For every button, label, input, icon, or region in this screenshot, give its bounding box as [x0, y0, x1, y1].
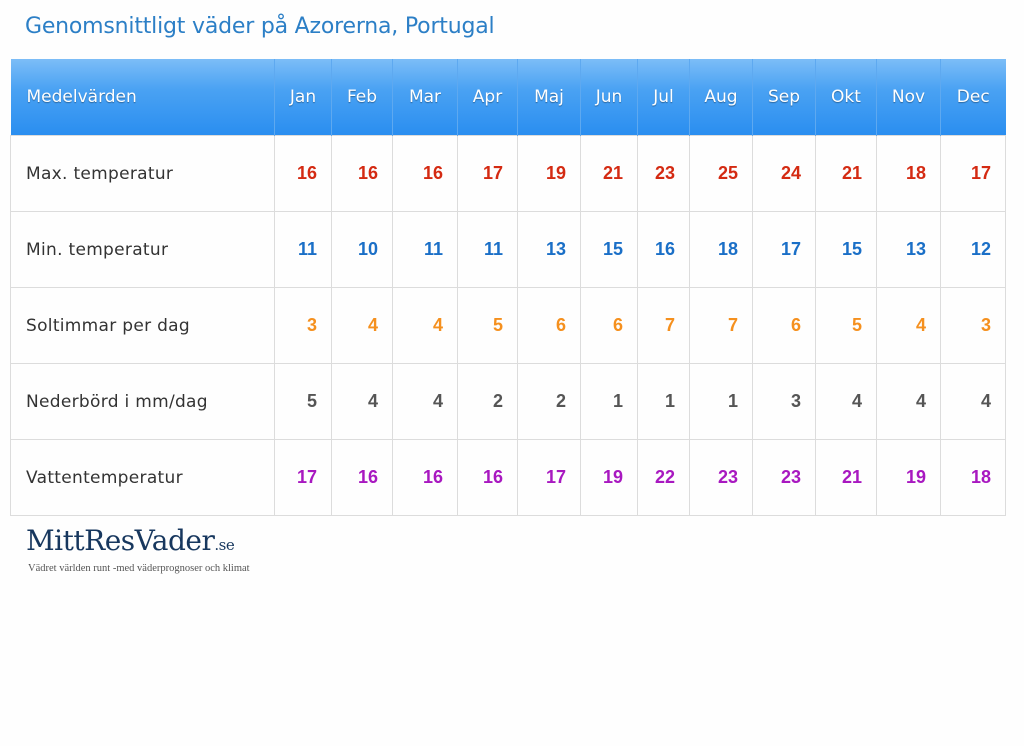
table-cell: 6 — [517, 287, 581, 364]
month-header: Nov — [876, 59, 941, 136]
table-cell: 16 — [331, 135, 393, 212]
month-header: Feb — [331, 59, 393, 136]
table-cell: 16 — [637, 211, 690, 288]
logo-main-text: MittResVader — [26, 524, 215, 557]
table-cell: 16 — [274, 135, 332, 212]
table-cell: 17 — [457, 135, 518, 212]
climate-table: Medelvärden Jan Feb Mar Apr Maj Jun Jul … — [10, 59, 1006, 516]
row-label: Soltimmar per dag — [10, 287, 275, 364]
table-cell: 5 — [815, 287, 877, 364]
table-cell: 11 — [457, 211, 518, 288]
logo-tld: .se — [214, 536, 235, 554]
table-cell: 16 — [331, 439, 393, 516]
table-cell: 1 — [580, 363, 638, 440]
row-label: Nederbörd i mm/dag — [10, 363, 275, 440]
table-cell: 22 — [637, 439, 690, 516]
month-header: Jun — [580, 59, 638, 136]
table-cell: 4 — [876, 363, 941, 440]
table-cell: 10 — [331, 211, 393, 288]
row-label: Vattentemperatur — [10, 439, 275, 516]
table-cell: 11 — [274, 211, 332, 288]
table-cell: 16 — [392, 439, 458, 516]
table-row-sun-hours: Soltimmar per dag 3 4 4 5 6 6 7 7 6 5 4 … — [10, 287, 1006, 364]
month-header: Okt — [815, 59, 877, 136]
table-cell: 4 — [815, 363, 877, 440]
table-cell: 3 — [940, 287, 1006, 364]
table-cell: 2 — [517, 363, 581, 440]
month-header: Mar — [392, 59, 458, 136]
site-logo[interactable]: MittResVader.se — [26, 524, 235, 557]
table-cell: 7 — [637, 287, 690, 364]
table-cell: 18 — [876, 135, 941, 212]
page-title: Genomsnittligt väder på Azorerna, Portug… — [25, 14, 495, 39]
table-row-water-temp: Vattentemperatur 17 16 16 16 17 19 22 23… — [10, 439, 1006, 516]
table-cell: 1 — [637, 363, 690, 440]
table-cell: 16 — [392, 135, 458, 212]
table-cell: 16 — [457, 439, 518, 516]
table-cell: 19 — [580, 439, 638, 516]
table-cell: 4 — [392, 363, 458, 440]
table-cell: 23 — [689, 439, 753, 516]
table-cell: 17 — [752, 211, 816, 288]
table-cell: 25 — [689, 135, 753, 212]
table-cell: 4 — [940, 363, 1006, 440]
table-cell: 19 — [876, 439, 941, 516]
table-cell: 6 — [580, 287, 638, 364]
row-label: Max. temperatur — [10, 135, 275, 212]
row-label: Min. temperatur — [10, 211, 275, 288]
month-header: Apr — [457, 59, 518, 136]
table-cell: 12 — [940, 211, 1006, 288]
site-tagline: Vädret världen runt -med väderprognoser … — [28, 563, 250, 574]
table-row-precipitation: Nederbörd i mm/dag 5 4 4 2 2 1 1 1 3 4 4… — [10, 363, 1006, 440]
table-cell: 13 — [517, 211, 581, 288]
table-cell: 4 — [331, 363, 393, 440]
row-header-label: Medelvärden — [10, 59, 275, 136]
table-cell: 17 — [274, 439, 332, 516]
table-cell: 21 — [580, 135, 638, 212]
table-cell: 18 — [689, 211, 753, 288]
table-cell: 5 — [274, 363, 332, 440]
table-row-max-temp: Max. temperatur 16 16 16 17 19 21 23 25 … — [10, 135, 1006, 212]
table-cell: 15 — [815, 211, 877, 288]
table-cell: 4 — [392, 287, 458, 364]
month-header: Aug — [689, 59, 753, 136]
table-cell: 4 — [876, 287, 941, 364]
table-cell: 3 — [752, 363, 816, 440]
month-header: Jul — [637, 59, 690, 136]
table-cell: 4 — [331, 287, 393, 364]
table-cell: 2 — [457, 363, 518, 440]
table-cell: 21 — [815, 439, 877, 516]
month-header: Jan — [274, 59, 332, 136]
table-cell: 13 — [876, 211, 941, 288]
table-cell: 5 — [457, 287, 518, 364]
table-cell: 19 — [517, 135, 581, 212]
table-row-min-temp: Min. temperatur 11 10 11 11 13 15 16 18 … — [10, 211, 1006, 288]
table-cell: 7 — [689, 287, 753, 364]
month-header: Sep — [752, 59, 816, 136]
table-cell: 15 — [580, 211, 638, 288]
table-cell: 24 — [752, 135, 816, 212]
table-cell: 17 — [517, 439, 581, 516]
table-cell: 21 — [815, 135, 877, 212]
table-cell: 6 — [752, 287, 816, 364]
month-header: Maj — [517, 59, 581, 136]
table-cell: 18 — [940, 439, 1006, 516]
header-row: Medelvärden Jan Feb Mar Apr Maj Jun Jul … — [10, 59, 1006, 136]
month-header: Dec — [940, 59, 1006, 136]
table-cell: 11 — [392, 211, 458, 288]
table-cell: 23 — [637, 135, 690, 212]
table-cell: 23 — [752, 439, 816, 516]
table-cell: 17 — [940, 135, 1006, 212]
table-cell: 3 — [274, 287, 332, 364]
table-cell: 1 — [689, 363, 753, 440]
